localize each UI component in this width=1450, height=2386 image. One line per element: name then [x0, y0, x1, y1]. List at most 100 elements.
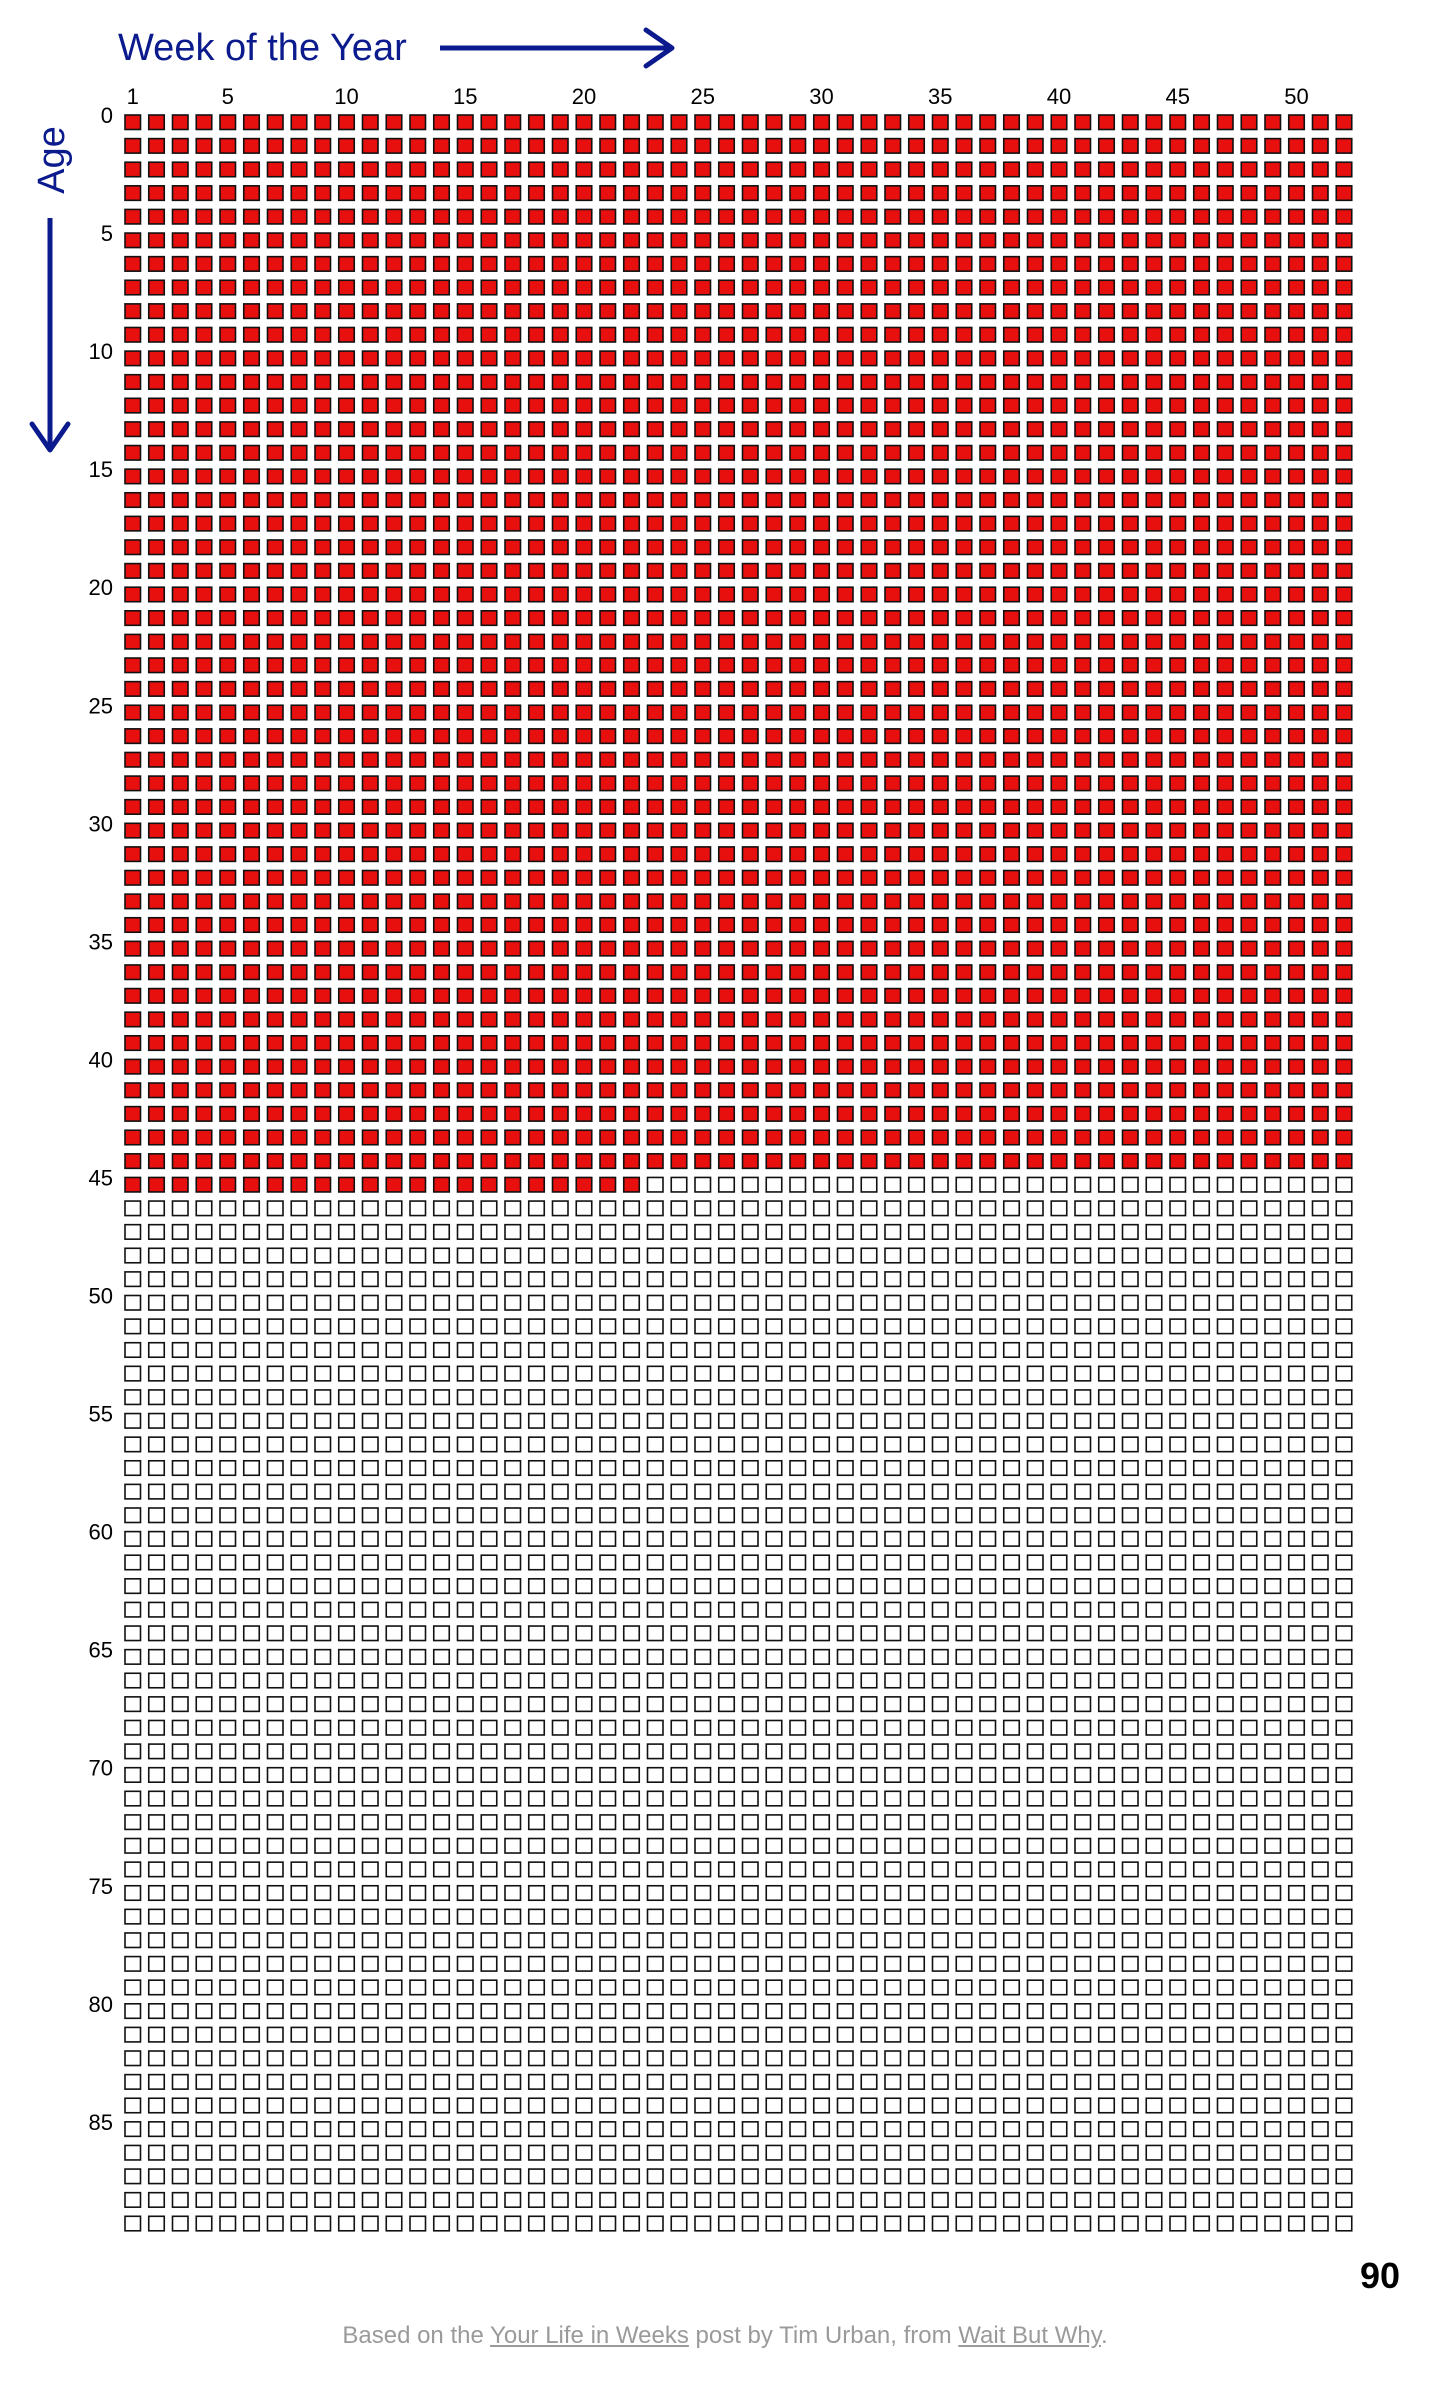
week-cell-future [694, 1483, 712, 1500]
week-cell-lived [836, 798, 854, 815]
week-cell-lived [884, 610, 902, 627]
week-cell-future [361, 1696, 379, 1713]
week-cell-future [765, 2097, 783, 2114]
week-cell-lived [504, 1129, 522, 1146]
week-cell-future [860, 1459, 878, 1477]
week-cell-future [622, 2003, 641, 2020]
week-cell-future [480, 1578, 498, 1595]
week-cell-future [860, 2026, 878, 2043]
week-cell-lived [147, 350, 166, 367]
week-cell-future [1026, 2168, 1044, 2185]
week-cell-future [1335, 1979, 1353, 1996]
week-cell-future [1121, 1743, 1139, 1760]
week-cell-lived [836, 1034, 854, 1052]
week-cell-lived [741, 987, 759, 1004]
wait-but-why-link[interactable]: Wait But Why [958, 2322, 1101, 2349]
week-cell-lived [575, 1176, 593, 1193]
week-cell-lived [266, 586, 284, 603]
week-cell-lived [979, 822, 997, 839]
your-life-in-weeks-link[interactable]: Your Life in Weeks [490, 2322, 689, 2349]
week-cell-lived [1121, 633, 1139, 650]
week-cell-lived [266, 751, 284, 768]
week-cell-future [432, 1341, 451, 1359]
week-cell-future [314, 1412, 332, 1429]
week-cell-lived [1074, 657, 1092, 674]
week-cell-future [504, 1696, 522, 1713]
week-cell-future [812, 2003, 831, 2020]
week-cell-future [646, 1294, 664, 1311]
week-cell-future [979, 2026, 997, 2043]
week-cell-lived [385, 657, 403, 674]
week-cell-lived [1074, 1129, 1092, 1146]
week-cell-future [599, 1814, 617, 1831]
week-cell-future [432, 1648, 451, 1665]
week-cell-future [789, 1672, 807, 1689]
week-cell-lived [979, 1105, 997, 1122]
week-cell-future [456, 1483, 474, 1500]
week-cell-lived [147, 303, 166, 320]
week-cell-lived [1240, 1011, 1258, 1028]
week-cell-lived [266, 373, 284, 391]
week-cell-future [1287, 1507, 1306, 1524]
week-cell-lived [1216, 846, 1234, 863]
week-cell-lived [1169, 468, 1187, 485]
week-cell-future [1074, 1625, 1092, 1642]
week-cell-future [694, 2097, 712, 2114]
week-cell-future [219, 1837, 237, 1854]
week-cell-lived [1192, 610, 1211, 627]
week-cell-lived [385, 846, 403, 863]
week-cell-lived [147, 562, 166, 579]
week-cell-future [1287, 2168, 1306, 2185]
week-cell-future [955, 1861, 973, 1878]
week-cell-lived [812, 987, 831, 1004]
week-cell-lived [314, 964, 332, 981]
week-cell-future [907, 1814, 926, 1831]
week-cell-future [979, 1554, 997, 1571]
week-cell-future [646, 1578, 664, 1595]
week-cell-future [480, 1554, 498, 1571]
week-cell-future [385, 1271, 403, 1288]
week-cell-lived [884, 586, 902, 603]
week-cell-lived [147, 633, 166, 650]
week-cell-future [670, 1648, 688, 1665]
week-cell-lived [1192, 633, 1211, 650]
week-cell-lived [1216, 208, 1234, 225]
week-cell-future [195, 1365, 213, 1382]
week-cell-future [717, 1389, 736, 1406]
week-cell-lived [1311, 114, 1329, 131]
week-cell-future [955, 2097, 973, 2114]
week-cell-future [527, 1507, 546, 1524]
week-cell-future [741, 2026, 759, 2043]
week-cell-future [314, 1884, 332, 1902]
week-cell-lived [456, 326, 474, 343]
week-cell-future [1169, 1979, 1187, 1996]
week-cell-future [741, 1223, 759, 1240]
week-cell-lived [290, 680, 308, 697]
week-cell-lived [907, 515, 926, 532]
week-cell-lived [884, 208, 902, 225]
week-cell-lived [290, 114, 308, 131]
week-cell-future [741, 2073, 759, 2090]
week-cell-future [432, 1884, 451, 1902]
week-cell-lived [409, 1082, 427, 1099]
week-cell-future [1240, 2026, 1258, 2043]
week-cell-lived [575, 232, 593, 249]
week-cell-future [385, 2073, 403, 2090]
week-cell-lived [812, 562, 831, 579]
week-cell-lived [789, 232, 807, 249]
week-cell-future [741, 1200, 759, 1217]
week-cell-lived [124, 114, 142, 131]
week-cell-lived [1311, 185, 1329, 202]
week-cell-future [1145, 2215, 1163, 2232]
week-cell-future [599, 2026, 617, 2043]
week-cell-future [907, 1672, 926, 1689]
week-cell-future [1121, 1648, 1139, 1665]
week-cell-future [979, 1837, 997, 1854]
week-cell-lived [432, 869, 451, 886]
week-cell-lived [860, 468, 878, 485]
week-cell-lived [1192, 822, 1211, 839]
week-cell-future [812, 1908, 831, 1925]
week-cell-lived [551, 1058, 569, 1075]
week-cell-future [1097, 1271, 1116, 1288]
week-cell-future [836, 1294, 854, 1311]
